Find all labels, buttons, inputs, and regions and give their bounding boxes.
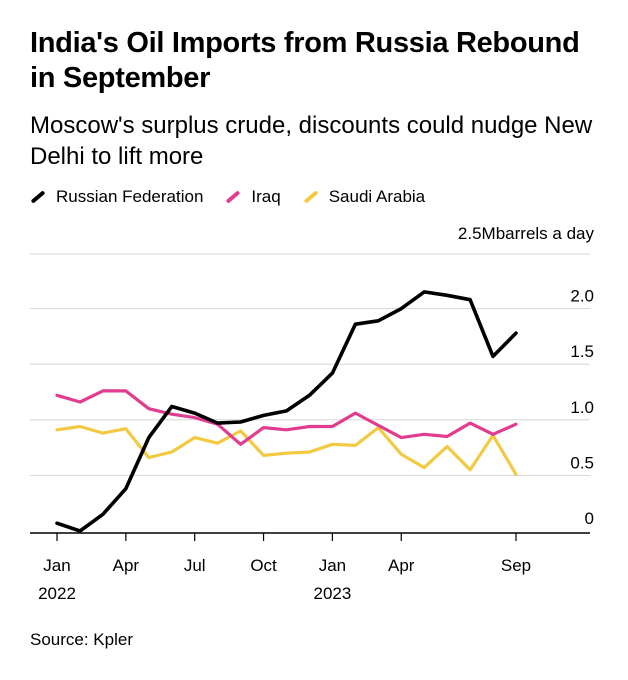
x-tick-label-3: Oct: [250, 556, 277, 575]
y-tick-label-3: 1.5: [570, 342, 594, 361]
legend: Russian Federation Iraq Saudi Arabia: [30, 184, 447, 210]
y-tick-label-1: 0.5: [570, 453, 594, 472]
y-tick-label-4: 2.0: [570, 287, 594, 306]
legend-label-iraq: Iraq: [251, 187, 281, 206]
x-tick-label-6: Sep: [501, 556, 531, 575]
x-tick-year-4: 2023: [313, 584, 351, 603]
y-tick-label-0: 0: [585, 509, 594, 528]
legend-item-saudi: Saudi Arabia: [303, 187, 425, 207]
chart-title: India's Oil Imports from Russia Rebound …: [30, 27, 580, 94]
legend-item-iraq: Iraq: [225, 187, 281, 207]
chart-subtitle: Moscow's surplus crude, discounts could …: [30, 112, 593, 170]
series-line-russia: [55, 290, 518, 533]
x-tick-label-2: Jul: [184, 556, 206, 575]
y-tick-label-2: 1.0: [570, 398, 594, 417]
x-tick-label-4: Jan: [319, 556, 346, 575]
legend-item-russia: Russian Federation: [30, 187, 203, 207]
x-tick-year-0: 2022: [38, 584, 76, 603]
legend-label-russia: Russian Federation: [56, 187, 204, 206]
x-tick-label-1: Apr: [113, 556, 140, 575]
series-line-saudi: [55, 424, 518, 476]
source-note: Source: Kpler: [30, 630, 133, 649]
series-line-iraq: [55, 389, 518, 446]
x-tick-label-5: Apr: [388, 556, 415, 575]
y-axis-unit-label: 2.5Mbarrels a day: [457, 224, 594, 243]
legend-label-saudi: Saudi Arabia: [328, 187, 426, 206]
x-tick-label-0: Jan: [43, 556, 70, 575]
